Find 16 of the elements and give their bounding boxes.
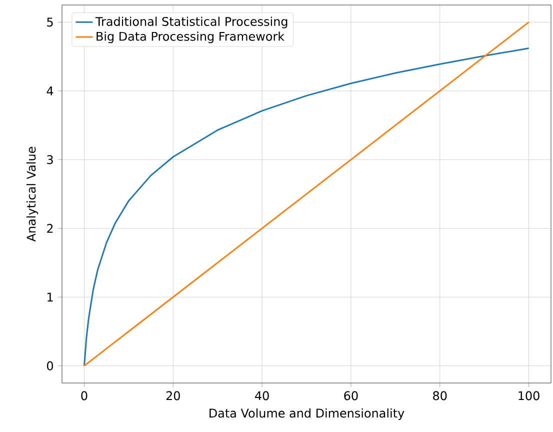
y-tick-label: 2 [47, 224, 53, 233]
x-tick-label: 100 [518, 391, 540, 400]
legend-label: Big Data Processing Framework [96, 32, 285, 44]
legend-label: Traditional Statistical Processing [95, 16, 288, 28]
x-axis-title: Data Volume and Dimensionality [210, 408, 404, 420]
y-tick-label: 4 [46, 86, 54, 96]
x-tick-label: 20 [166, 391, 180, 400]
y-tick-label: 3 [47, 155, 53, 164]
x-tick-label: 80 [433, 391, 447, 400]
x-tick-label: 40 [255, 391, 269, 400]
y-tick-label: 1 [48, 292, 53, 302]
y-tick-label: 0 [46, 361, 54, 370]
x-tick-label: 0 [81, 391, 88, 400]
y-axis-title: Analytical Value [26, 146, 38, 242]
x-tick-label: 60 [344, 391, 358, 400]
y-tick-label: 5 [47, 18, 53, 27]
